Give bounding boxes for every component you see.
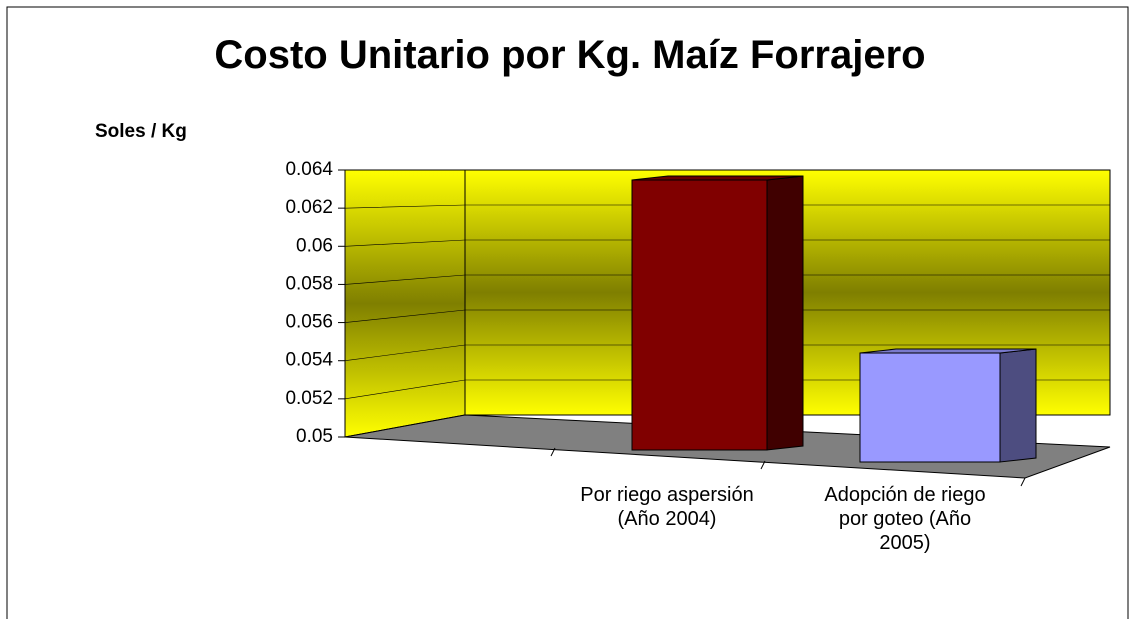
- bar-face: [859, 348, 1037, 354]
- y-tick-label: 0.058: [285, 273, 333, 294]
- grid-line: [344, 204, 1110, 209]
- grid-line: [344, 239, 1110, 247]
- y-tick-label: 0.064: [285, 159, 333, 180]
- bar-face: [999, 348, 1037, 463]
- y-axis-label: Soles / Kg: [95, 121, 187, 142]
- x-tick-label: Por riego aspersión (Año 2004): [580, 484, 754, 530]
- grid-line: [344, 274, 1110, 285]
- side-wall: [344, 169, 466, 438]
- y-tick-label: 0.056: [285, 312, 333, 333]
- x-tick: [1020, 477, 1026, 487]
- grid-line: [344, 344, 1110, 362]
- bar-face: [631, 179, 768, 451]
- chart-title: Costo Unitario por Kg. Maíz Forrajero: [214, 33, 926, 77]
- y-tick-label: 0.062: [285, 197, 333, 218]
- bar-face: [766, 175, 804, 451]
- bar: [859, 348, 1037, 463]
- bar-face: [859, 352, 1001, 463]
- x-tick-label: Adopción de riego por goteo (Año 2005): [824, 484, 986, 554]
- x-tick: [760, 460, 766, 470]
- bar: [631, 175, 804, 451]
- frame: [6, 6, 1129, 619]
- y-tick-label: 0.052: [285, 388, 333, 409]
- y-tick-label: 0.054: [285, 350, 333, 371]
- y-tick-label: 0.05: [296, 426, 333, 447]
- x-tick: [550, 447, 556, 457]
- grid-line: [344, 309, 1110, 323]
- y-tick-label: 0.06: [296, 235, 333, 256]
